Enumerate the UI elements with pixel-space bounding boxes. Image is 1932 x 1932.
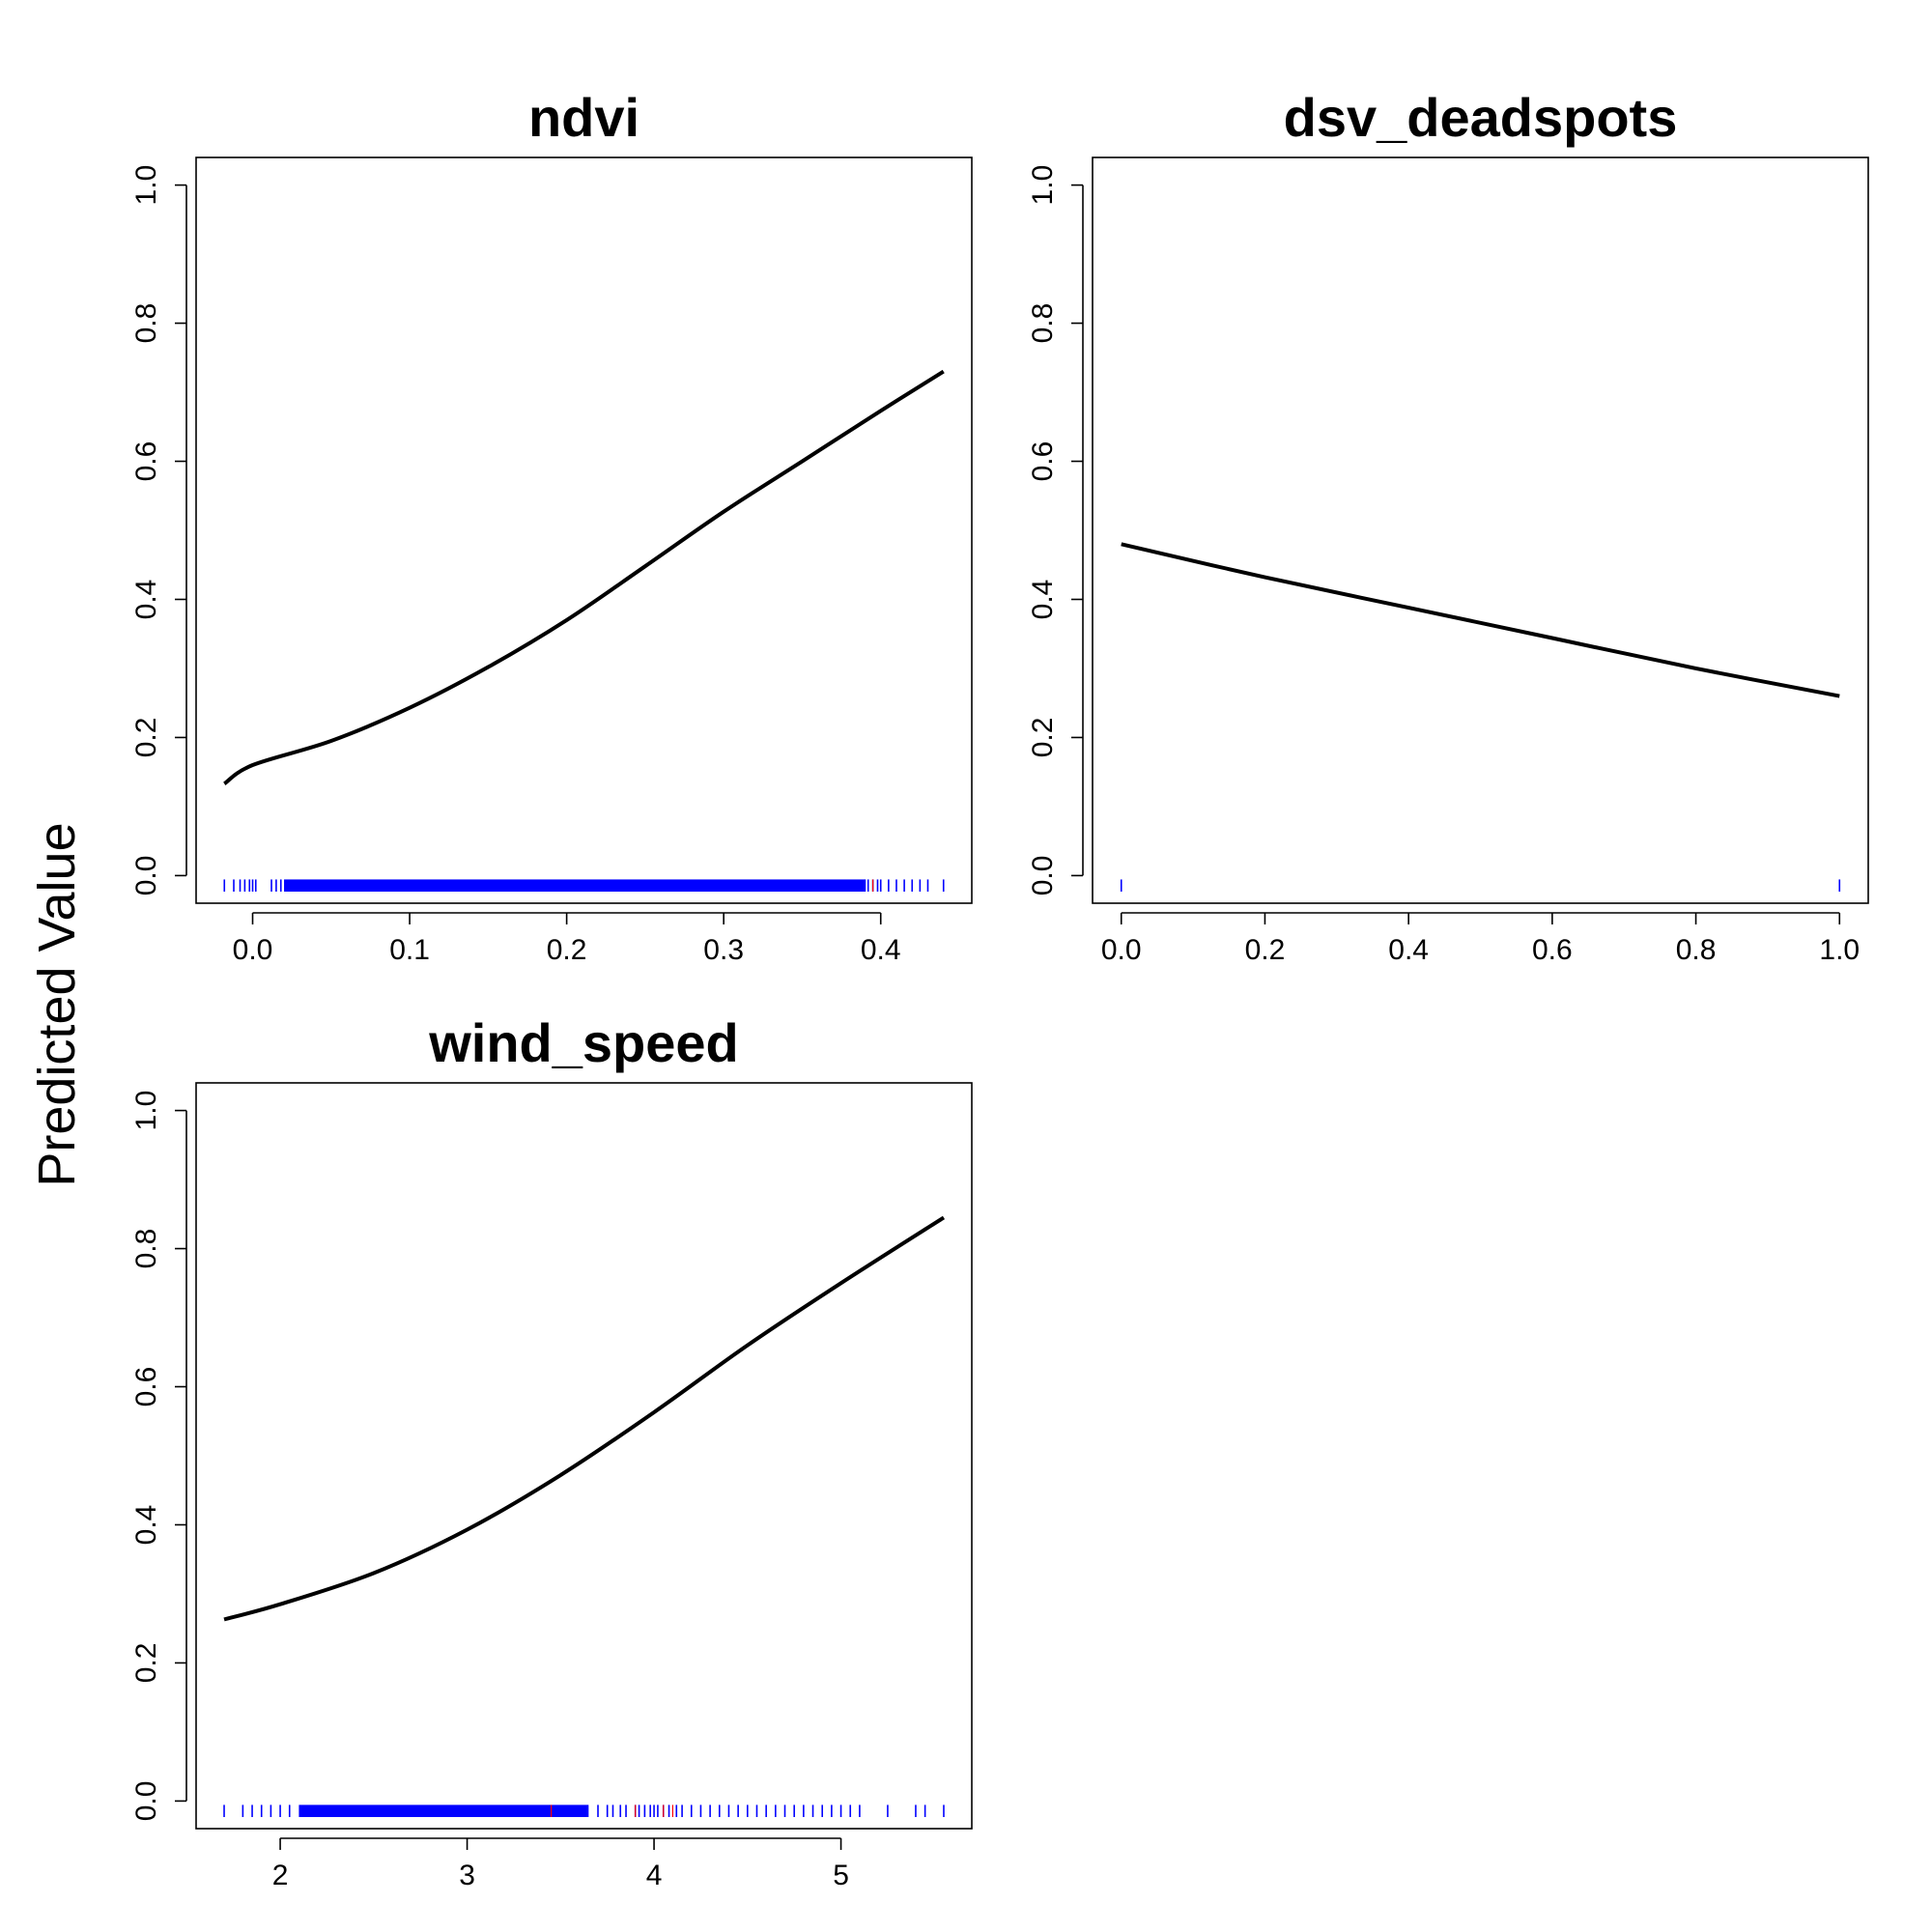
y-tick-label: 0.0	[130, 1781, 162, 1822]
x-tick-label: 0.8	[1676, 934, 1717, 966]
y-tick-label: 0.8	[1027, 303, 1059, 344]
panel-title: wind_speed	[428, 1012, 739, 1073]
y-tick-label: 1.0	[130, 165, 162, 206]
y-tick-label: 1.0	[1027, 165, 1059, 206]
y-tick-label: 0.6	[130, 1367, 162, 1407]
rug	[223, 879, 945, 892]
x-tick-label: 0.4	[861, 934, 901, 966]
y-tick-label: 0.8	[130, 1229, 162, 1269]
x-tick-label: 0.0	[1101, 934, 1142, 966]
y-tick-label: 0.6	[1027, 441, 1059, 482]
y-tick-label: 0.4	[1027, 580, 1059, 620]
y-tick-label: 0.4	[130, 580, 162, 620]
predicted-curve	[1121, 542, 1840, 698]
rug-dense-band	[298, 1804, 589, 1817]
rug	[223, 1804, 945, 1817]
x-tick-label: 4	[646, 1860, 663, 1891]
x-tick-label: 0.6	[1532, 934, 1573, 966]
y-tick-label: 0.2	[130, 1643, 162, 1684]
plot-frame	[195, 1082, 973, 1830]
x-tick-label: 0.2	[547, 934, 587, 966]
x-tick-label: 0.3	[703, 934, 744, 966]
x-tick-label: 0.4	[1388, 934, 1429, 966]
x-tick-label: 0.2	[1245, 934, 1286, 966]
x-tick-label: 2	[272, 1860, 289, 1891]
predicted-curve	[223, 1215, 946, 1622]
panel-title: dsv_deadspots	[1284, 87, 1678, 148]
predicted-curve	[223, 369, 945, 786]
y-tick-label: 0.0	[130, 856, 162, 896]
y-tick-label: 0.8	[130, 303, 162, 344]
y-tick-label: 0.6	[130, 441, 162, 482]
y-axis-label: Predicted Value	[28, 822, 86, 1186]
panel-title: ndvi	[528, 87, 639, 148]
y-tick-label: 0.4	[130, 1505, 162, 1546]
panel-wind_speed: wind_speed 0.0 0.2 0.4 0.6 0.8 1.0 2 3 4 5	[130, 1012, 973, 1891]
x-tick-label: 3	[459, 1860, 475, 1891]
x-tick-label: 5	[833, 1860, 849, 1891]
panel-dsv_deadspots: dsv_deadspots 0.0 0.2 0.4 0.6 0.8 1.0 0.0 0.2 0.4…	[1027, 87, 1869, 966]
rug	[1120, 879, 1841, 892]
y-tick-label: 0.0	[1027, 856, 1059, 896]
x-tick-label: 0.1	[389, 934, 430, 966]
panel-ndvi: ndvi 0.0 0.2 0.4 0.6 0.8 1.0 0.0 0.1 0.2 0.3 0.4	[130, 87, 973, 966]
y-tick-label: 1.0	[130, 1091, 162, 1131]
plot-frame	[1092, 156, 1869, 904]
x-tick-label: 0.0	[233, 934, 273, 966]
plot-frame	[195, 156, 973, 904]
rug-dense-band	[284, 879, 866, 892]
x-tick-label: 1.0	[1819, 934, 1860, 966]
y-tick-label: 0.2	[1027, 718, 1059, 758]
y-tick-label: 0.2	[130, 718, 162, 758]
